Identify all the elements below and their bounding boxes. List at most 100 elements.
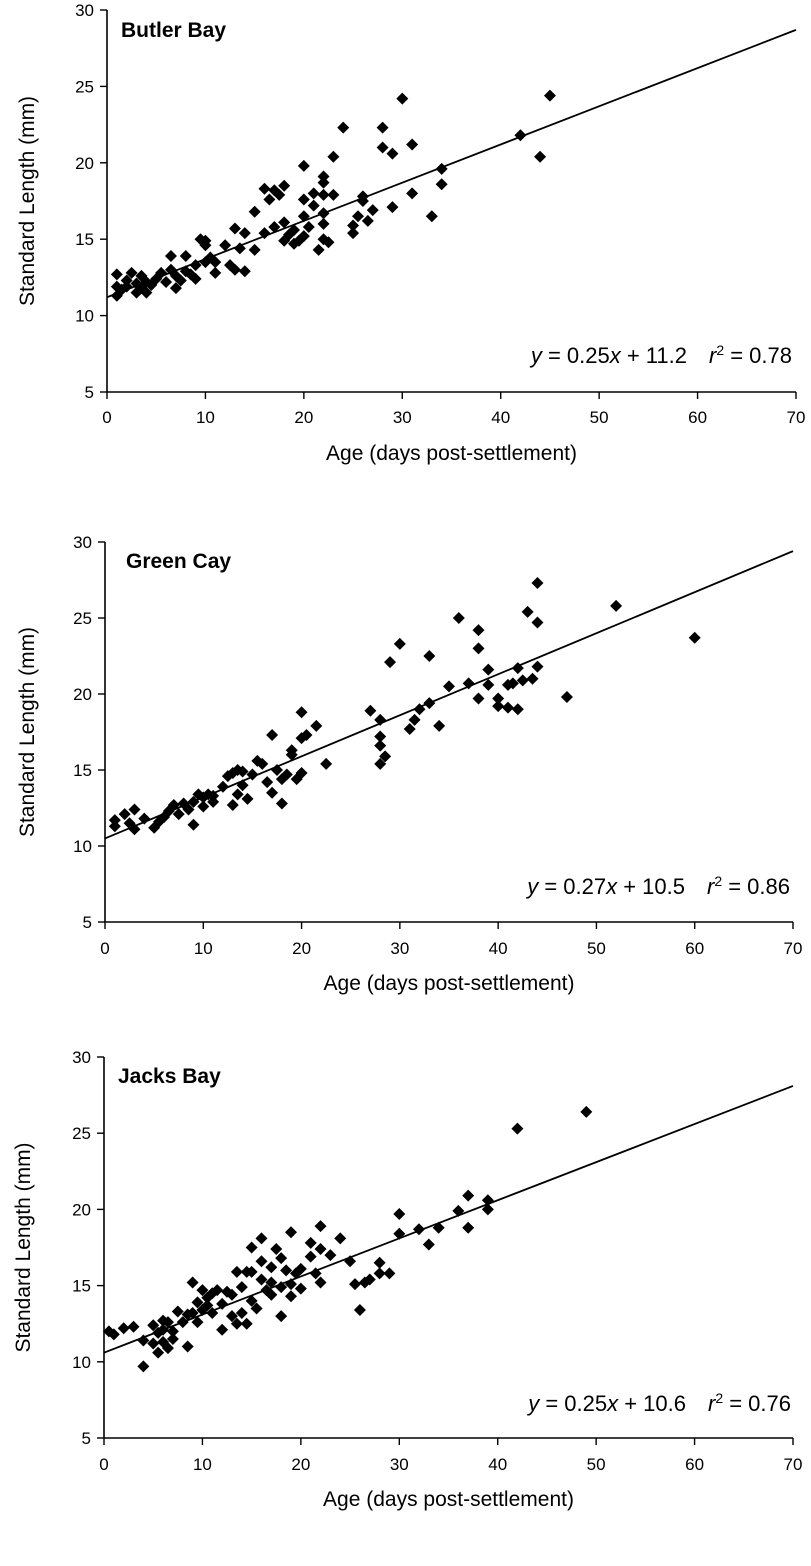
data-point <box>235 1307 248 1320</box>
data-point <box>294 1262 307 1275</box>
x-tick-label: 20 <box>292 939 311 958</box>
data-point <box>433 719 446 732</box>
data-point <box>435 162 448 175</box>
data-point <box>179 250 192 263</box>
data-point <box>245 1294 258 1307</box>
data-point <box>207 795 220 808</box>
data-point <box>531 660 544 673</box>
data-point <box>317 188 330 201</box>
y-tick-label: 5 <box>82 1429 91 1448</box>
data-point <box>351 210 364 223</box>
y-tick-label: 15 <box>72 1277 91 1296</box>
data-point <box>295 706 308 719</box>
data-point <box>235 1281 248 1294</box>
data-point <box>462 1189 475 1202</box>
y-tick-label: 10 <box>72 1353 91 1372</box>
data-point <box>334 1232 347 1245</box>
data-point <box>216 1297 229 1310</box>
y-axis-title: Standard Length (mm) <box>16 627 39 837</box>
y-tick-label: 20 <box>75 154 94 173</box>
data-point <box>393 637 406 650</box>
x-tick-label: 0 <box>102 408 111 427</box>
data-point <box>166 1332 179 1345</box>
y-tick-label: 30 <box>73 533 92 552</box>
data-point <box>265 1288 278 1301</box>
data-point <box>275 1310 288 1323</box>
x-tick-label: 50 <box>587 1455 606 1474</box>
data-point <box>521 605 534 618</box>
y-tick-label: 5 <box>83 913 92 932</box>
x-tick-label: 70 <box>784 1455 803 1474</box>
data-point <box>506 677 519 690</box>
x-tick-label: 70 <box>787 408 806 427</box>
data-point <box>236 779 249 792</box>
data-point <box>228 222 241 235</box>
data-point <box>353 1303 366 1316</box>
data-point <box>383 1267 396 1280</box>
data-point <box>688 631 701 644</box>
data-point <box>209 266 222 279</box>
data-point <box>157 1323 170 1336</box>
data-point <box>138 812 151 825</box>
data-point <box>110 268 123 281</box>
data-point <box>384 656 397 669</box>
data-point <box>511 703 524 716</box>
data-point <box>481 1194 494 1207</box>
data-point <box>285 1290 298 1303</box>
data-point <box>501 701 514 714</box>
x-tick-label: 10 <box>194 939 213 958</box>
data-point <box>560 691 573 704</box>
panel-title: Jacks Bay <box>118 1065 221 1088</box>
data-point <box>128 803 141 816</box>
data-point <box>137 1360 150 1373</box>
panel-title: Butler Bay <box>121 19 226 42</box>
data-point <box>432 1221 445 1234</box>
data-point <box>344 1255 357 1268</box>
x-tick-label: 10 <box>193 1455 212 1474</box>
x-tick-label: 0 <box>100 939 109 958</box>
data-point <box>516 674 529 687</box>
data-point <box>258 182 271 195</box>
data-point <box>472 692 485 705</box>
data-point <box>543 89 556 102</box>
data-point <box>294 1282 307 1295</box>
data-point <box>166 1325 179 1338</box>
data-point <box>255 1232 268 1245</box>
data-point <box>462 677 475 690</box>
data-point <box>297 230 310 243</box>
data-point <box>261 776 274 789</box>
data-point <box>140 286 153 299</box>
data-point <box>164 250 177 263</box>
x-tick-label: 40 <box>491 408 510 427</box>
y-axis-title: Standard Length (mm) <box>16 96 39 306</box>
data-point <box>482 663 495 676</box>
data-point <box>531 616 544 629</box>
data-point <box>511 662 524 675</box>
data-point <box>271 764 283 776</box>
data-point <box>230 1317 243 1330</box>
data-point <box>206 1287 219 1300</box>
data-point <box>147 1337 160 1350</box>
data-point <box>245 1241 258 1254</box>
data-point <box>302 220 315 233</box>
y-tick-label: 25 <box>73 609 92 628</box>
data-point <box>273 188 286 201</box>
chart-panel-butler-bay: 5 10 15 20 25 30 0 10 20 30 40 50 60 70 Age (days post… <box>16 1 806 465</box>
data-point <box>408 713 421 726</box>
data-point <box>300 729 313 742</box>
data-point <box>373 1256 386 1269</box>
data-point <box>108 814 121 827</box>
data-point <box>297 159 310 172</box>
y-tick-label: 10 <box>75 307 94 326</box>
data-point <box>472 624 485 637</box>
data-point <box>172 808 185 821</box>
data-point <box>317 217 330 230</box>
data-point <box>366 204 379 217</box>
data-point <box>406 138 419 151</box>
x-tick-label: 40 <box>488 1455 507 1474</box>
data-point <box>309 1267 322 1280</box>
x-axis-title: Age (days post-settlement) <box>324 972 575 995</box>
data-point <box>241 792 254 805</box>
data-point <box>452 612 465 624</box>
data-point <box>137 1334 150 1347</box>
